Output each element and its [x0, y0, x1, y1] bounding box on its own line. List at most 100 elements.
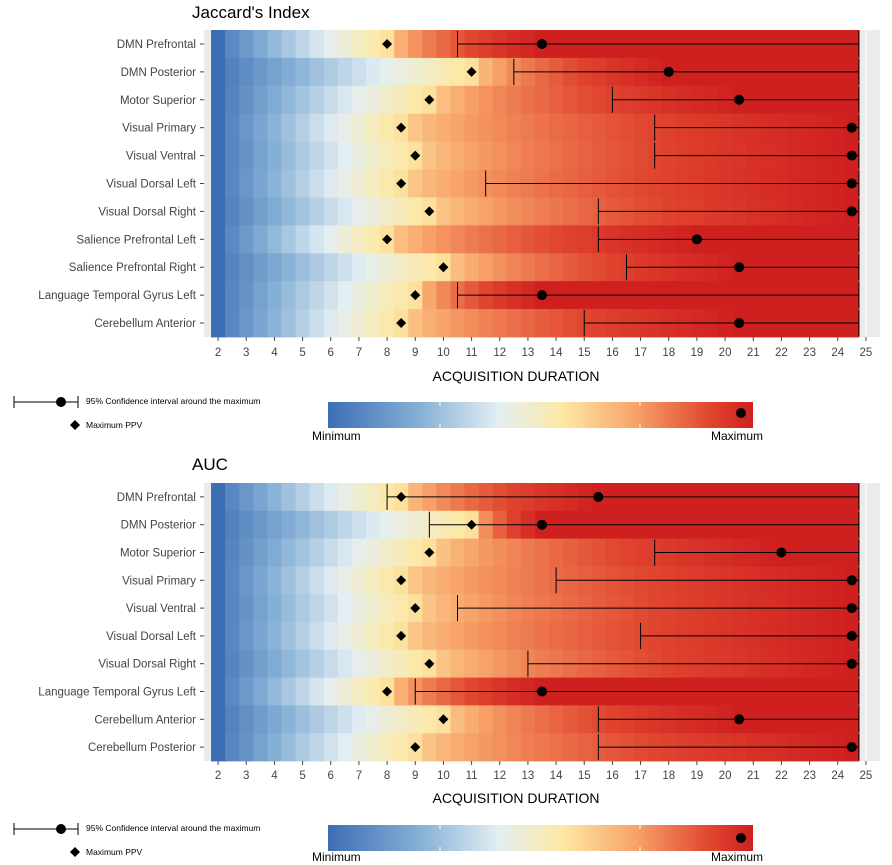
heat-cell: [225, 197, 240, 226]
heat-cell: [267, 141, 283, 170]
heat-cell: [323, 622, 339, 651]
heat-cell: [239, 197, 254, 226]
heat-cell: [351, 733, 367, 762]
heat-cell: [365, 510, 381, 539]
x-tick-label: 5: [299, 770, 305, 782]
heat-cell: [225, 594, 240, 623]
maximum-point: [846, 658, 857, 669]
heat-cell: [281, 30, 297, 59]
heat-cell: [281, 538, 297, 567]
heat-cell: [450, 85, 466, 115]
heat-cell: [351, 253, 367, 282]
heat-cell: [380, 538, 395, 567]
heat-cell: [337, 169, 353, 198]
heat-cell: [267, 566, 283, 595]
heat-cell: [267, 281, 283, 310]
heat-cell: [225, 510, 240, 539]
maximum-point: [776, 547, 787, 558]
heat-cell: [211, 281, 226, 310]
heat-cell: [225, 281, 240, 310]
heat-cell: [520, 253, 536, 282]
heat-cell: [563, 225, 578, 254]
heat-cell: [506, 649, 522, 678]
max-ppv-diamond: [466, 519, 477, 530]
heat-cell: [478, 622, 494, 651]
max-ppv-diamond: [466, 66, 477, 77]
heat-cell: [436, 197, 452, 226]
heat-cell: [506, 113, 522, 143]
heat-cell: [492, 57, 508, 87]
heat-cell: [633, 113, 649, 143]
heat-cell: [281, 566, 297, 595]
heat-cell: [422, 309, 437, 338]
heat-cell: [323, 169, 339, 198]
heat-cell: [478, 85, 494, 115]
heat-cell: [211, 483, 226, 512]
heat-cell: [422, 594, 437, 623]
heat-cell: [365, 594, 381, 623]
x-tick-label: 11: [466, 770, 478, 782]
heat-cell: [394, 141, 409, 170]
x-tick-label: 21: [747, 770, 760, 782]
x-tick-label: 4: [271, 770, 278, 782]
row-label: Visual Primary: [122, 575, 196, 587]
row-label: Visual Ventral: [126, 603, 196, 615]
x-axis-label: ACQUISITION DURATION: [433, 790, 600, 806]
heat-cell: [323, 141, 339, 170]
x-tick-label: 13: [522, 347, 535, 359]
maximum-point: [846, 630, 857, 641]
heat-cell: [267, 57, 283, 87]
heat-cell: [239, 733, 254, 762]
heat-cell: [225, 141, 240, 170]
heat-cell: [281, 705, 297, 734]
ppv-legend-label: Maximum PPV: [86, 420, 143, 430]
heat-cell: [351, 538, 367, 567]
x-tick-label: 12: [493, 347, 506, 359]
heat-cell: [267, 677, 283, 706]
max-ppv-diamond: [396, 575, 407, 586]
heat-cell: [211, 85, 226, 115]
heat-cell: [422, 141, 437, 170]
heat-cell: [380, 566, 395, 595]
heat-cell: [464, 113, 480, 143]
heat-cell: [436, 594, 452, 623]
x-tick-label: 20: [719, 347, 732, 359]
heat-cell: [351, 483, 367, 512]
heat-cell: [337, 253, 353, 282]
heat-cell: [577, 141, 592, 170]
x-tick-label: 7: [356, 347, 362, 359]
heat-cell: [351, 510, 367, 539]
maximum-legend-dot: [56, 824, 66, 834]
heat-cell: [295, 538, 311, 567]
heat-cell: [295, 281, 311, 310]
heat-cell: [211, 253, 226, 282]
heat-cell: [436, 281, 452, 310]
heat-cell: [351, 113, 367, 143]
heat-cell: [436, 85, 452, 115]
heat-cell: [422, 281, 437, 310]
heat-cell: [211, 30, 226, 59]
heat-cell: [408, 30, 423, 59]
max-ppv-diamond: [396, 630, 407, 641]
heat-cell: [422, 566, 437, 595]
heat-cell: [239, 85, 254, 115]
x-tick-label: 14: [550, 770, 563, 782]
row-label: Cerebellum Anterior: [94, 318, 196, 330]
heat-cell: [394, 225, 409, 254]
heat-cell: [394, 677, 409, 706]
heat-cell: [281, 57, 297, 87]
heat-cell: [267, 225, 283, 254]
heat-cell: [351, 622, 367, 651]
heat-cell: [295, 197, 311, 226]
colorbar-max-label: Maximum: [711, 850, 763, 864]
heat-cell: [309, 281, 325, 310]
heat-cell: [295, 510, 311, 539]
heat-cell: [464, 85, 480, 115]
heat-cell: [436, 649, 452, 678]
heat-cell: [492, 253, 508, 282]
heat-cell: [351, 705, 367, 734]
heat-cell: [239, 510, 254, 539]
heat-cell: [267, 705, 283, 734]
heat-cell: [365, 566, 381, 595]
heat-cell: [534, 733, 550, 762]
